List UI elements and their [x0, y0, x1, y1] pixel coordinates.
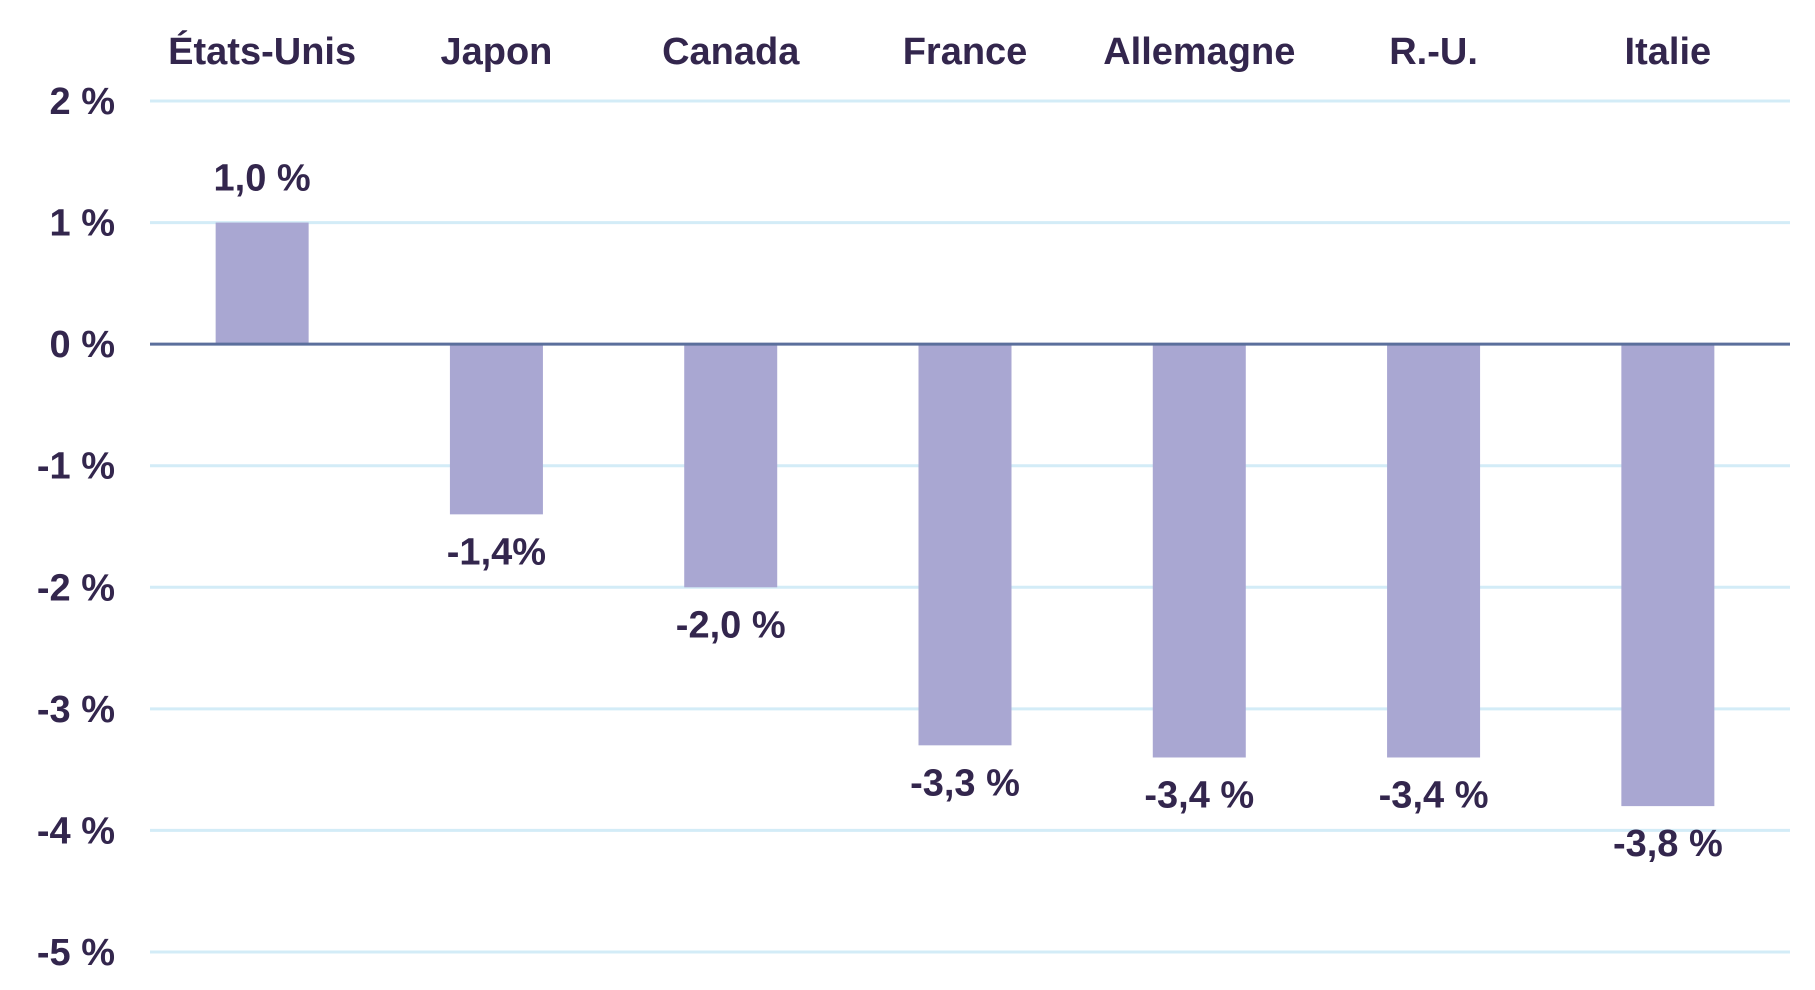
data-label: -3,4 % [1379, 774, 1489, 816]
category-label: Canada [662, 31, 800, 73]
bars [215, 222, 1715, 807]
data-label: -2,0 % [676, 604, 786, 646]
data-label: -3,4 % [1144, 774, 1254, 816]
data-label: 1,0 % [214, 158, 311, 200]
bar [1152, 344, 1246, 758]
y-tick-label: -1 % [37, 446, 115, 488]
category-label: R.-U. [1389, 31, 1478, 73]
bar [215, 222, 309, 345]
y-axis-tick-labels: 2 % 1 % 0 % -1 % -2 % -3 % -4 % -5 % [37, 81, 115, 974]
bar [1621, 344, 1715, 807]
category-label: Japon [440, 31, 552, 73]
bar [918, 344, 1012, 746]
category-label: France [903, 31, 1028, 73]
y-tick-label: -2 % [37, 567, 115, 609]
y-tick-label: 1 % [50, 203, 115, 245]
category-label: Italie [1625, 31, 1712, 73]
category-label: Allemagne [1103, 31, 1295, 73]
y-tick-label: 0 % [50, 324, 115, 366]
y-tick-label: -5 % [37, 932, 115, 974]
data-labels: 1,0 % -1,4% -2,0 % -3,3 % -3,4 % -3,4 % -3,8 % [214, 158, 1723, 866]
bar [449, 344, 543, 515]
y-tick-label: -3 % [37, 689, 115, 731]
category-labels: États-Unis Japon Canada France Allemagne R.-U… [168, 29, 1711, 73]
data-label: -1,4% [447, 531, 546, 573]
y-tick-label: 2 % [50, 81, 115, 123]
data-label: -3,8 % [1613, 823, 1723, 865]
bar [684, 344, 778, 588]
y-tick-label: -4 % [37, 810, 115, 852]
bar [1387, 344, 1481, 758]
data-label: -3,3 % [910, 762, 1020, 804]
category-label: États-Unis [168, 29, 356, 73]
